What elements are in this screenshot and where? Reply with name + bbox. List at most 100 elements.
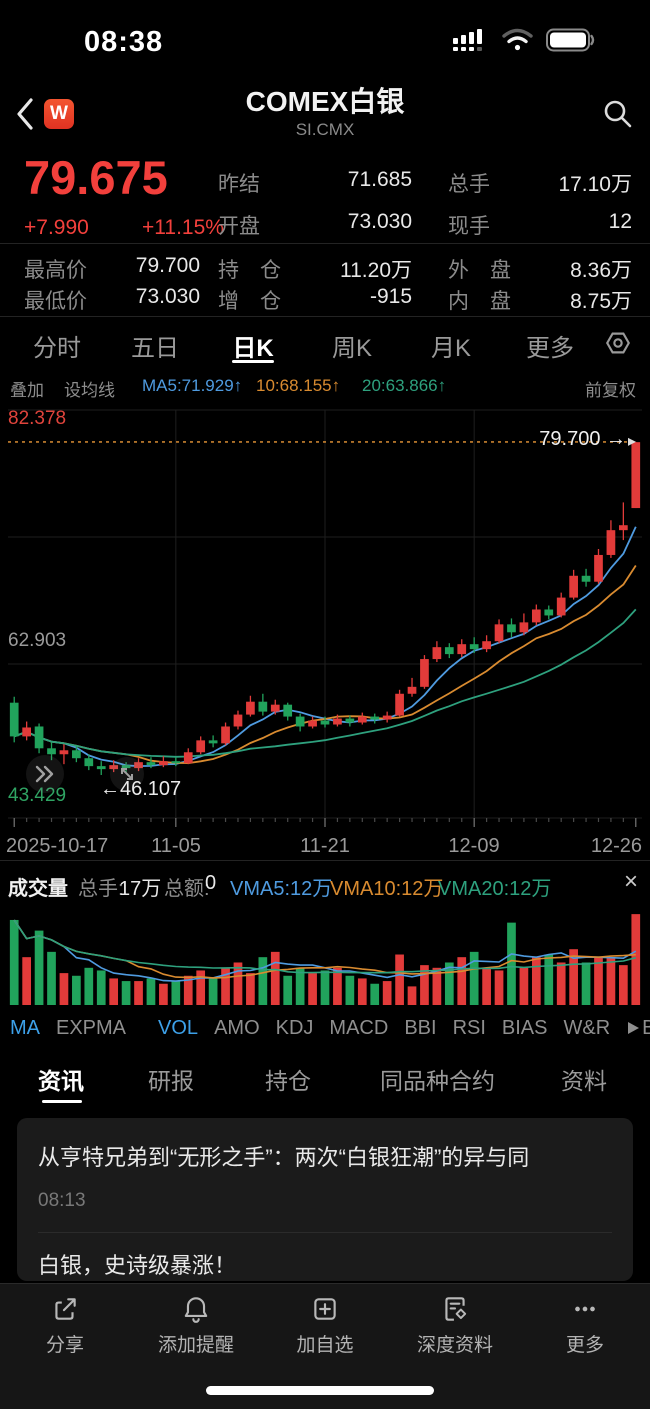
selected-tab-underline: [232, 360, 274, 363]
news-item-title[interactable]: 从亨特兄弟到“无形之手”：两次“白银狂潮”的异与同: [38, 1145, 530, 1170]
symbol-code: SI.CMX: [295, 120, 355, 139]
tab-more[interactable]: 更多: [526, 335, 574, 362]
news-list: 从亨特兄弟到“无形之手”：两次“白银狂潮”的异与同 08:13 白银，史诗级暴涨…: [17, 1118, 633, 1281]
app-badge[interactable]: W: [44, 99, 74, 129]
add-watchlist-button[interactable]: 加自选: [265, 1294, 385, 1357]
set-ma-button[interactable]: 设均线: [64, 381, 115, 400]
stat-value: 8.75万: [570, 290, 632, 313]
total-lots-label: 总手:: [78, 878, 124, 900]
news-tab-same-variety[interactable]: 同品种合约: [380, 1068, 495, 1094]
ellipsis-icon: [575, 1306, 595, 1312]
indicator-tab-expma[interactable]: EXPMA: [56, 1016, 127, 1039]
last-price-annotation: 79.700 →: [539, 428, 626, 450]
field-label: 昨结: [218, 173, 260, 196]
indicator-tab-amo[interactable]: AMO: [214, 1016, 260, 1039]
home-indicator: [206, 1386, 434, 1395]
divider: [0, 243, 650, 244]
stat-value: 8.36万: [570, 259, 632, 282]
vma10-value: VMA10:12万: [330, 878, 444, 900]
indicator-tab-macd[interactable]: MACD: [329, 1016, 389, 1039]
last-price: 79.675: [24, 151, 168, 204]
tab-daily-k[interactable]: 日K: [232, 335, 274, 362]
vma20-value: VMA20:12万: [438, 878, 552, 900]
add-alert-button[interactable]: 添加提醒: [136, 1294, 256, 1357]
stat-value: 11.20万: [340, 259, 412, 282]
tab-minute[interactable]: 分时: [33, 335, 81, 362]
ma5-value: MA5:71.929↑: [142, 376, 243, 395]
indicator-tab-boll[interactable]: BO: [626, 1017, 650, 1040]
chart-settings-button[interactable]: [604, 329, 632, 357]
page-title: COMEX白银: [245, 86, 405, 117]
double-chevron-right-icon: [35, 765, 54, 783]
field-label: 现手: [448, 215, 490, 238]
tab-weekly-k[interactable]: 周K: [331, 335, 373, 362]
ma20-value: 20:63.866↑: [362, 376, 447, 395]
y-axis-label-mid: 62.903: [8, 630, 67, 651]
deep-data-button[interactable]: 深度资料: [395, 1294, 515, 1357]
news-tab-profile[interactable]: 资料: [561, 1068, 607, 1094]
tab-monthly-k[interactable]: 月K: [430, 335, 472, 362]
stat-label: 最低价: [24, 290, 87, 313]
x-axis-label: 2025-10-17: [6, 835, 109, 857]
indicator-tab-rsi[interactable]: RSI: [452, 1016, 486, 1039]
stat-label: 外 盘: [448, 259, 511, 282]
low-price-annotation: ←46.107: [100, 778, 182, 800]
x-axis-label: 12-09: [448, 835, 500, 857]
search-button[interactable]: [602, 98, 634, 130]
chevron-left-icon: [17, 98, 33, 130]
indicator-tab-kdj[interactable]: KDJ: [275, 1016, 314, 1039]
volume-title: 成交量: [8, 878, 68, 900]
stat-label: 持 仓: [218, 259, 281, 282]
indicator-tab-wr[interactable]: W&R: [563, 1016, 611, 1039]
field-label: 总手: [448, 173, 490, 196]
divider: [0, 860, 650, 861]
overlay-button[interactable]: 叠加: [10, 381, 44, 400]
selected-news-tab-underline: [42, 1100, 82, 1103]
indicator-tab-vol[interactable]: VOL: [158, 1016, 199, 1039]
stat-value: 73.030: [135, 285, 200, 308]
field-value: 12: [608, 210, 632, 233]
indicator-tab-bias[interactable]: BIAS: [501, 1016, 548, 1039]
share-button[interactable]: 分享: [5, 1294, 125, 1357]
volume-chart[interactable]: [0, 905, 650, 1007]
expand-arrows-icon: [121, 768, 133, 780]
play-arrow-icon: [628, 1022, 640, 1034]
cellular-signal-icon: [453, 29, 482, 51]
news-tab-info[interactable]: 资讯: [38, 1068, 84, 1094]
document-diamond-icon: [445, 1297, 467, 1321]
news-tab-positions[interactable]: 持仓: [265, 1068, 311, 1094]
price-change-pct: +11.15%: [142, 216, 224, 239]
wifi-icon: [502, 28, 533, 51]
settings-hexagon-icon: [605, 332, 631, 354]
tab-five-day[interactable]: 五日: [131, 335, 179, 362]
expand-left-button[interactable]: [26, 755, 64, 793]
field-value: 17.10万: [558, 173, 632, 196]
back-button[interactable]: [14, 96, 36, 132]
x-axis-label: 11-05: [151, 835, 201, 857]
resize-chart-button[interactable]: [110, 757, 144, 791]
divider: [0, 316, 650, 317]
price-change: +7.990: [24, 216, 89, 239]
stat-label: 增 仓: [218, 290, 281, 313]
more-button[interactable]: 更多: [525, 1294, 645, 1357]
stat-label: 内 盘: [448, 290, 511, 313]
stat-label: 最高价: [24, 259, 87, 282]
field-label: 开盘: [218, 215, 260, 238]
news-tab-research[interactable]: 研报: [148, 1068, 194, 1094]
adjust-mode-button[interactable]: 前复权: [585, 381, 636, 400]
share-icon: [55, 1298, 76, 1320]
news-item-time: 08:13: [38, 1190, 86, 1211]
divider: [38, 1232, 612, 1233]
stat-value: -915: [369, 285, 412, 308]
total-lots-value: 17万: [119, 878, 162, 900]
close-volume-button[interactable]: ×: [623, 868, 638, 895]
indicator-tab-ma[interactable]: MA: [10, 1016, 40, 1039]
vma5-value: VMA5:12万: [230, 878, 333, 900]
total-amount-label: 总额:: [164, 878, 210, 900]
news-item-title[interactable]: 白银，史诗级暴涨！: [38, 1253, 237, 1278]
indicator-tab-bbi[interactable]: BBI: [404, 1016, 437, 1039]
search-icon: [604, 100, 632, 128]
x-axis-label: 11-21: [300, 835, 350, 857]
price-chart[interactable]: [0, 405, 650, 835]
